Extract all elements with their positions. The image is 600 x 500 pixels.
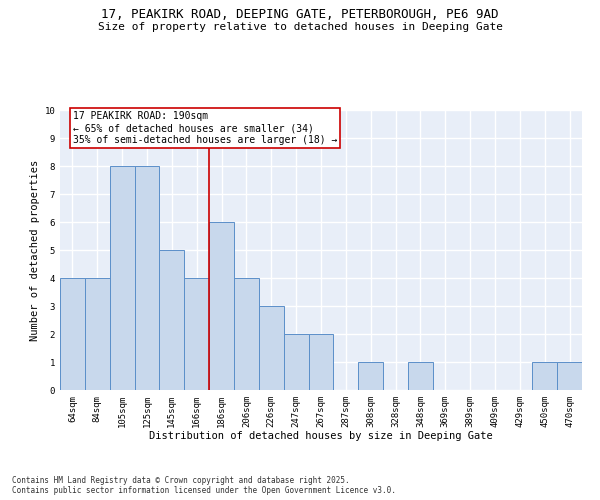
Bar [134,166,160,390]
Bar [308,334,334,390]
Bar [234,278,259,390]
Bar [184,278,209,390]
Text: Size of property relative to detached houses in Deeping Gate: Size of property relative to detached ho… [97,22,503,32]
Text: 17 PEAKIRK ROAD: 190sqm
← 65% of detached houses are smaller (34)
35% of semi-de: 17 PEAKIRK ROAD: 190sqm ← 65% of detache… [73,112,337,144]
Bar [408,362,433,390]
X-axis label: Distribution of detached houses by size in Deeping Gate: Distribution of detached houses by size … [149,432,493,442]
Bar [557,362,582,390]
Text: 17, PEAKIRK ROAD, DEEPING GATE, PETERBOROUGH, PE6 9AD: 17, PEAKIRK ROAD, DEEPING GATE, PETERBOR… [101,8,499,20]
Text: Contains HM Land Registry data © Crown copyright and database right 2025.
Contai: Contains HM Land Registry data © Crown c… [12,476,396,495]
Bar [110,166,134,390]
Bar [60,278,85,390]
Bar [259,306,284,390]
Y-axis label: Number of detached properties: Number of detached properties [30,160,40,340]
Bar [532,362,557,390]
Bar [85,278,110,390]
Bar [284,334,308,390]
Bar [160,250,184,390]
Bar [358,362,383,390]
Bar [209,222,234,390]
